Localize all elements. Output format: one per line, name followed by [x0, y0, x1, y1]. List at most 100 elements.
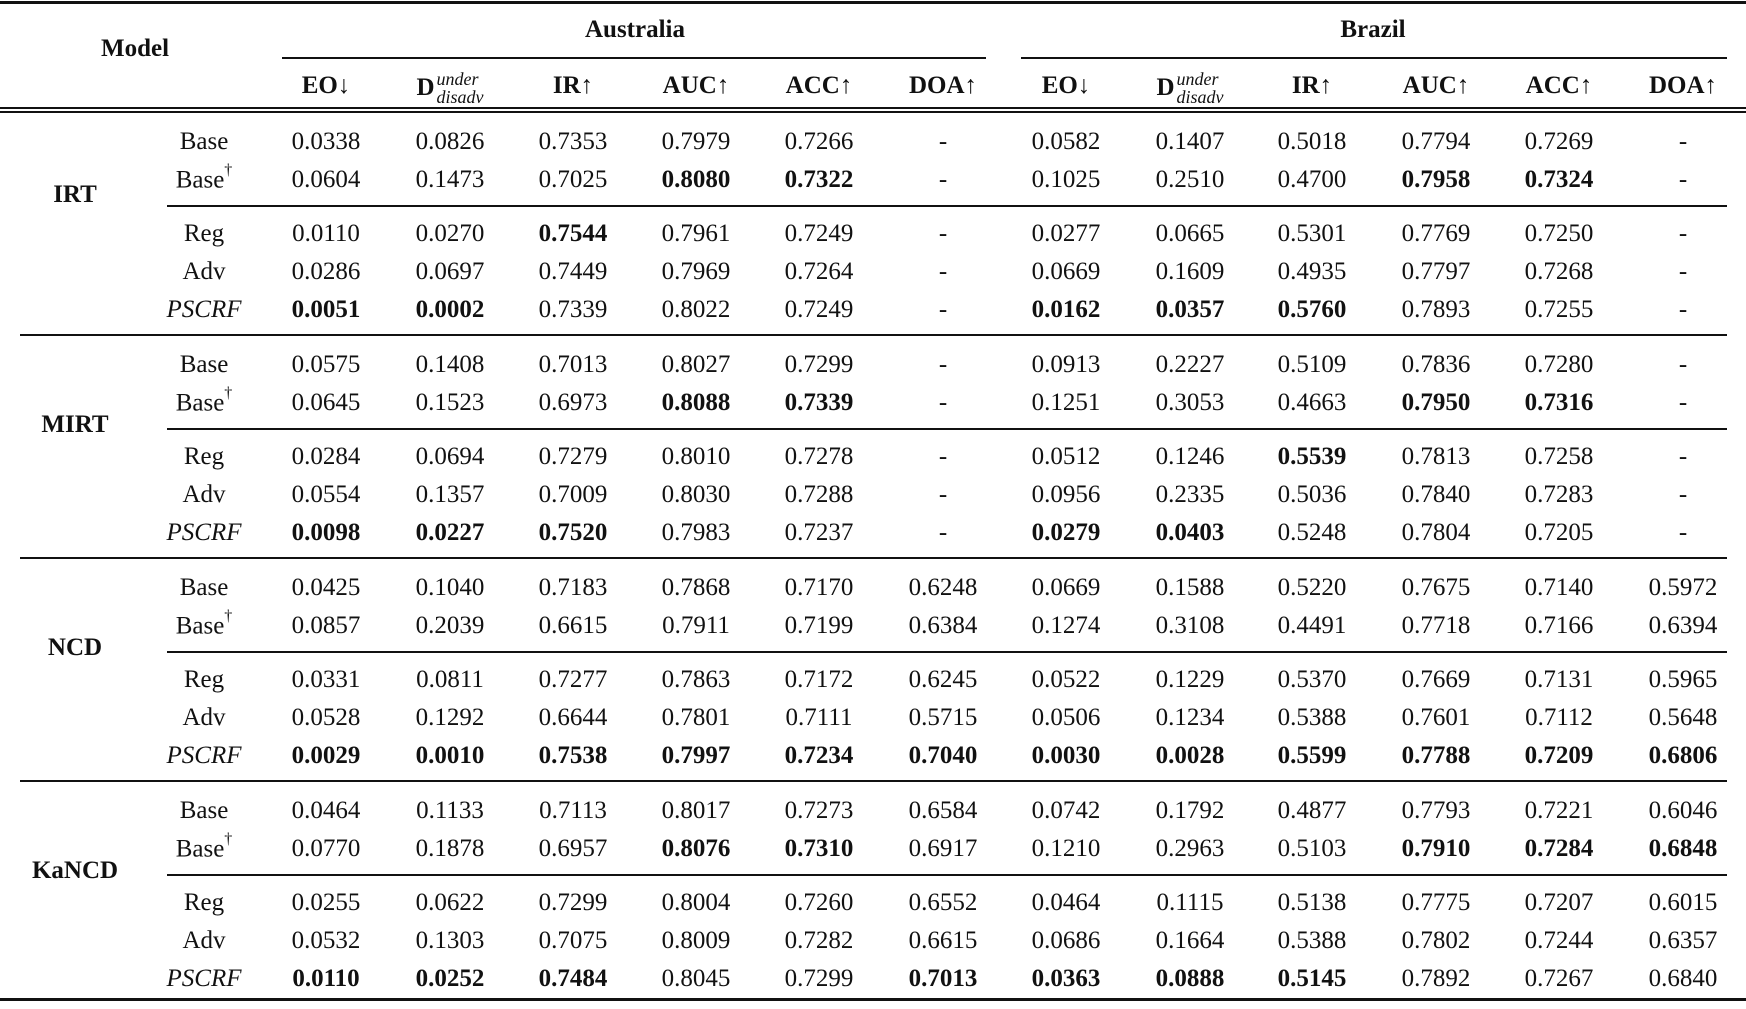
variant-label: Base† — [176, 830, 233, 863]
table-cell: 0.7950 — [1401, 389, 1471, 416]
table-cell: 0.0403 — [1155, 519, 1225, 546]
table-cell: 0.0770 — [291, 835, 361, 862]
table-cell: 0.7836 — [1401, 351, 1471, 378]
table-cell: 0.1408 — [415, 351, 485, 378]
table-cell: 0.0742 — [1031, 797, 1101, 824]
table-cell: 0.7868 — [661, 574, 731, 601]
table-cell: 0.7249 — [784, 220, 854, 247]
table-cell: 0.5715 — [908, 704, 978, 731]
dagger-mark: † — [224, 384, 233, 402]
table-cell: - — [1678, 220, 1688, 247]
table-cell: 0.7221 — [1524, 797, 1594, 824]
table-cell: 0.7299 — [538, 889, 608, 916]
variant-label: PSCRF — [167, 965, 242, 993]
table-cell: 0.7269 — [1524, 128, 1594, 155]
table-cell: 0.5103 — [1277, 835, 1347, 862]
table-cell: 0.7183 — [538, 574, 608, 601]
table-cell: 0.8010 — [661, 443, 731, 470]
table-cell: 0.0686 — [1031, 927, 1101, 954]
table-cell: 0.7997 — [661, 742, 731, 769]
table-cell: 0.7801 — [661, 704, 731, 731]
group-rule — [20, 557, 1727, 559]
brazil-rule — [1021, 57, 1727, 59]
table-cell: 0.7299 — [784, 351, 854, 378]
table-cell: 0.7322 — [784, 166, 854, 193]
table-cell: 0.0575 — [291, 351, 361, 378]
variant-label: Base† — [175, 607, 233, 640]
table-cell: 0.5539 — [1277, 443, 1347, 470]
table-cell: 0.8017 — [661, 797, 731, 824]
variant-label: Reg — [184, 889, 224, 917]
table-cell: 0.4935 — [1277, 258, 1347, 285]
table-cell: 0.7113 — [539, 797, 607, 824]
header-rule-2 — [0, 111, 1746, 113]
table-cell: 0.7268 — [1524, 258, 1594, 285]
table-cell: 0.1588 — [1155, 574, 1225, 601]
table-cell: - — [1678, 166, 1688, 193]
table-cell: 0.7339 — [784, 389, 854, 416]
table-cell: - — [1678, 258, 1688, 285]
table-cell: 0.7544 — [538, 220, 608, 247]
table-cell: 0.7278 — [784, 443, 854, 470]
table-cell: 0.7266 — [784, 128, 854, 155]
table-cell: 0.8076 — [661, 835, 731, 862]
table-cell: - — [938, 481, 948, 508]
variant-label: Reg — [184, 666, 224, 694]
table-cell: 0.7199 — [784, 612, 854, 639]
table-cell: 0.0956 — [1031, 481, 1101, 508]
variant-name: Base — [175, 389, 225, 417]
table-cell: 0.7237 — [784, 519, 854, 546]
table-cell: 0.0162 — [1031, 296, 1101, 323]
model-label: NCD — [47, 634, 103, 661]
table-cell: 0.7802 — [1401, 927, 1471, 954]
table-cell: 0.0665 — [1155, 220, 1225, 247]
table-cell: 0.0051 — [291, 296, 361, 323]
variant-label: Base† — [176, 161, 233, 194]
table-cell: 0.5648 — [1648, 704, 1718, 731]
table-cell: 0.1274 — [1031, 612, 1101, 639]
table-cell: 0.0277 — [1031, 220, 1101, 247]
table-cell: 0.2039 — [415, 612, 485, 639]
table-cell: 0.0030 — [1031, 742, 1101, 769]
table-cell: 0.5138 — [1277, 889, 1347, 916]
table-cell: 0.7282 — [784, 927, 854, 954]
table-cell: 0.0284 — [291, 443, 361, 470]
table-cell: 0.6248 — [908, 574, 978, 601]
table-cell: 0.0694 — [415, 443, 485, 470]
table-cell: 0.7316 — [1524, 389, 1594, 416]
metric-header-brazil: ACC↑ — [1525, 72, 1593, 99]
table-cell: - — [938, 296, 948, 323]
variant-label: PSCRF — [167, 742, 242, 770]
table-cell: 0.2335 — [1155, 481, 1225, 508]
table-cell: 0.7172 — [784, 666, 854, 693]
variant-name: Base — [175, 612, 225, 640]
table-cell: 0.7277 — [538, 666, 608, 693]
table-cell: 0.7601 — [1401, 704, 1471, 731]
table-cell: 0.6357 — [1648, 927, 1718, 954]
australia-rule — [282, 57, 986, 59]
table-cell: 0.5301 — [1277, 220, 1347, 247]
table-cell: 0.0645 — [291, 389, 361, 416]
table-cell: 0.6046 — [1648, 797, 1718, 824]
table-cell: 0.0464 — [1031, 889, 1101, 916]
table-cell: 0.0669 — [1031, 258, 1101, 285]
table-cell: 0.1133 — [416, 797, 484, 824]
metric-header-australia: EO↓ — [301, 72, 351, 99]
table-cell: 0.8045 — [661, 965, 731, 992]
table-cell: 0.7910 — [1401, 835, 1471, 862]
metric-superscript: under — [436, 69, 479, 89]
table-cell: 0.1229 — [1155, 666, 1225, 693]
variant-name: Adv — [182, 258, 226, 285]
table-cell: 0.0604 — [291, 166, 361, 193]
table-cell: 0.0532 — [291, 927, 361, 954]
dagger-mark: † — [224, 830, 233, 848]
table-cell: 0.7969 — [661, 258, 731, 285]
table-cell: 0.6957 — [538, 835, 608, 862]
metric-main: D — [416, 74, 435, 101]
model-label: MIRT — [41, 411, 109, 438]
country-header-brazil: Brazil — [1340, 16, 1406, 43]
table-cell: 0.0010 — [415, 742, 485, 769]
table-cell: 0.5388 — [1277, 704, 1347, 731]
subgroup-rule — [167, 651, 1727, 653]
metric-header-australia: ACC↑ — [785, 72, 853, 99]
